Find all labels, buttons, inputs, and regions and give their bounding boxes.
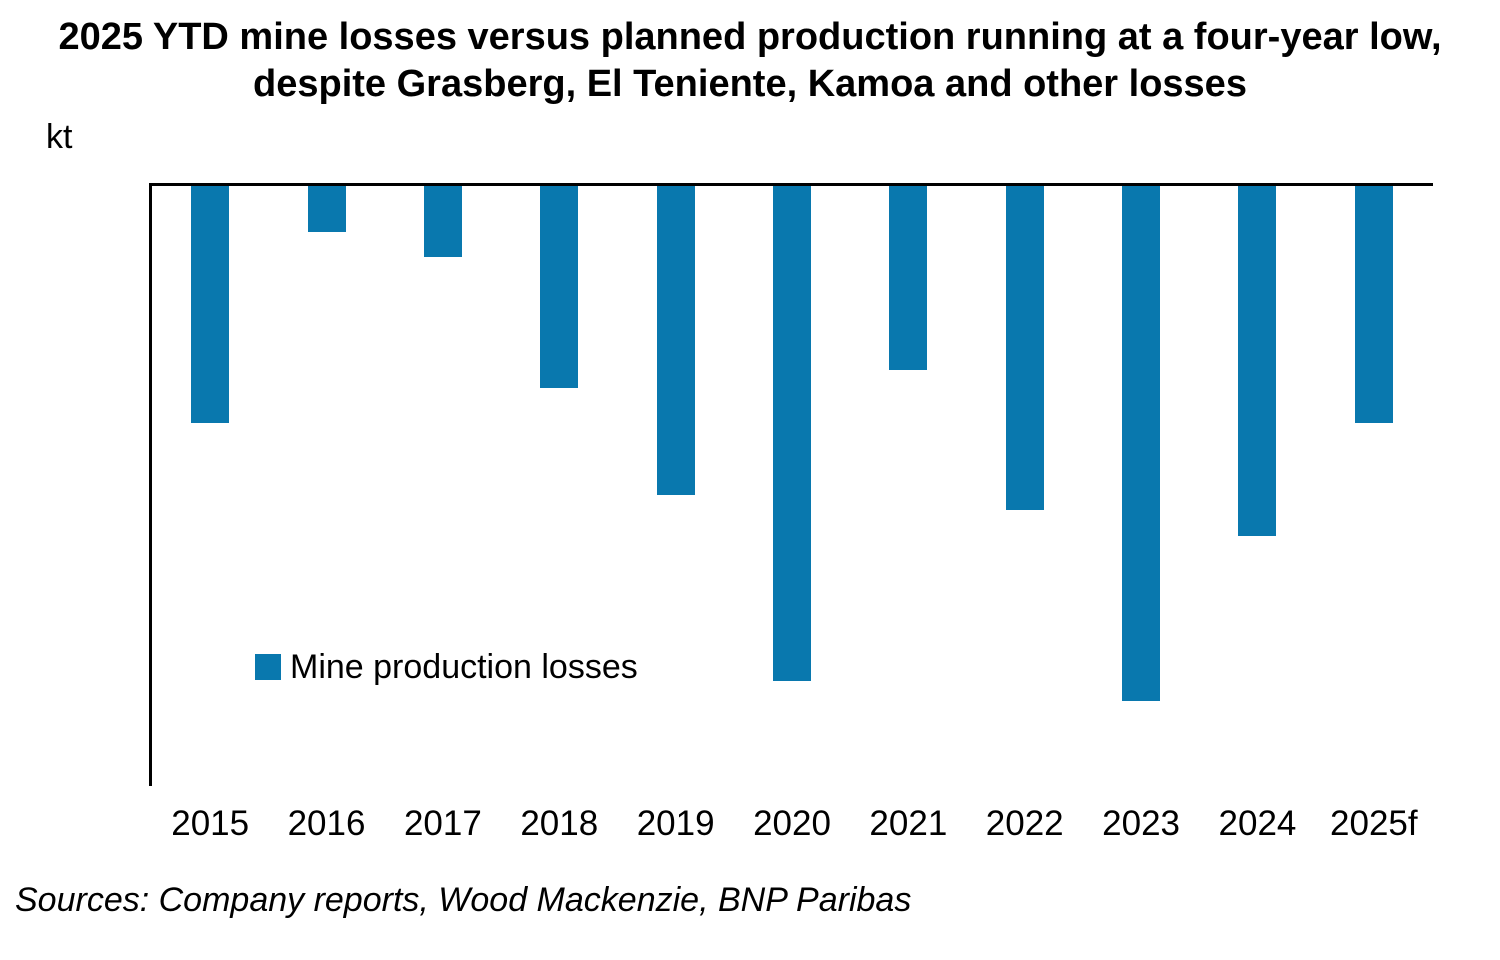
x-axis-label-2015: 2015 xyxy=(171,804,250,843)
bar-2025f xyxy=(1354,186,1393,424)
legend-marker-icon xyxy=(255,654,281,680)
chart-title-line-1: 2025 YTD mine losses versus planned prod… xyxy=(58,16,1442,58)
bar-2021 xyxy=(889,186,928,370)
source-note: Sources: Company reports, Wood Mackenzie… xyxy=(15,881,912,919)
x-axis-label-2017: 2017 xyxy=(403,804,482,843)
x-axis-label-2022: 2022 xyxy=(985,804,1064,843)
bar-2020 xyxy=(773,186,811,681)
y-axis-unit-label: kt xyxy=(46,118,73,156)
x-axis-label-2020: 2020 xyxy=(753,804,831,843)
chart-title: 2025 YTD mine losses versus planned prod… xyxy=(0,14,1500,108)
x-axis-zero-line xyxy=(149,183,1433,186)
y-axis-line xyxy=(149,183,152,786)
bar-2015 xyxy=(191,186,230,424)
bar-2024 xyxy=(1238,186,1277,537)
bar-2017 xyxy=(423,186,462,257)
x-axis-label-2018: 2018 xyxy=(520,804,599,843)
x-axis-label-2016: 2016 xyxy=(287,804,366,843)
bar-2016 xyxy=(307,186,346,232)
x-axis-label-2023: 2023 xyxy=(1102,804,1181,843)
bar-2019 xyxy=(656,186,695,495)
bar-2023 xyxy=(1122,186,1161,701)
x-axis-label-2019: 2019 xyxy=(636,804,715,843)
x-axis-label-2025f: 2025f xyxy=(1330,804,1418,843)
x-axis-label-2021: 2021 xyxy=(869,804,948,843)
chart-title-line-2: despite Grasberg, El Teniente, Kamoa and… xyxy=(253,63,1247,105)
legend-label: Mine production losses xyxy=(290,648,638,686)
legend: Mine production losses xyxy=(255,649,638,685)
bar-2018 xyxy=(540,186,579,389)
x-axis-label-2024: 2024 xyxy=(1218,804,1297,843)
bar-2022 xyxy=(1005,186,1044,510)
